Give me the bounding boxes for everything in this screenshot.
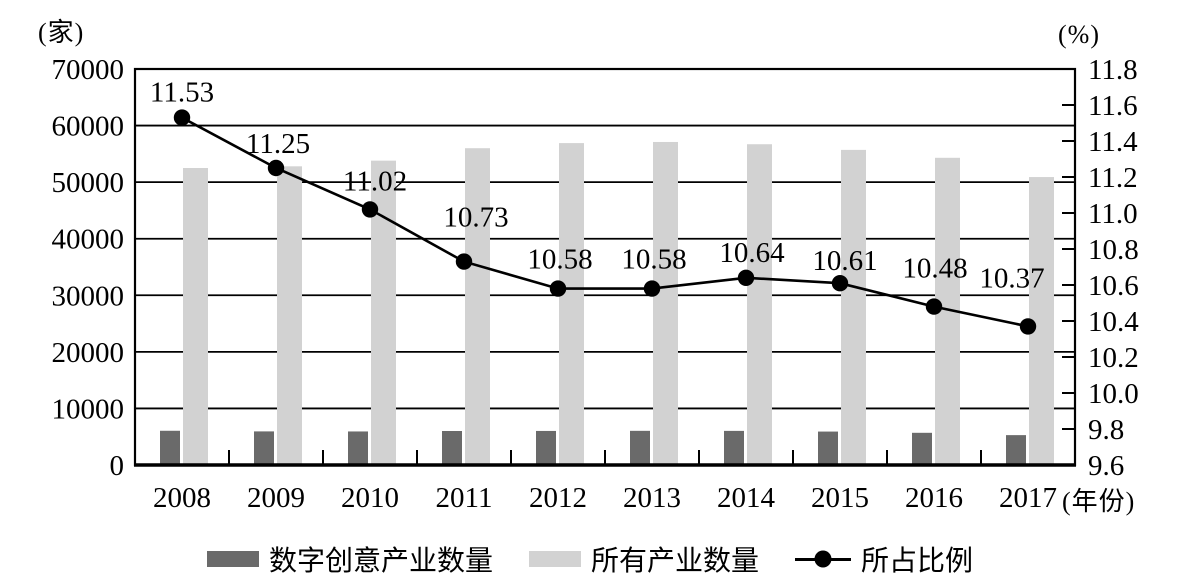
x-axis-year-label: 2009: [247, 482, 305, 514]
left-axis-tick-label: 60000: [52, 111, 125, 143]
right-axis-tick-label: 10.0: [1088, 378, 1139, 410]
ratio-data-label: 11.25: [246, 128, 310, 160]
bar-all-2014: [747, 144, 772, 466]
right-axis-tick-label: 10.6: [1088, 270, 1139, 302]
bar-digital-2012: [536, 430, 556, 465]
ratio-dot-2013: [643, 280, 661, 297]
left-axis-tick-label: 40000: [52, 224, 125, 256]
right-axis-tick-label: 11.6: [1088, 90, 1138, 122]
ratio-dot-2011: [455, 253, 473, 270]
dark-bar-swatch-icon: [206, 551, 259, 567]
legend-label: 所有产业数量: [590, 546, 759, 577]
light-bar-swatch-icon: [528, 551, 581, 567]
bar-all-2008: [183, 168, 208, 465]
left-axis-tick-label: 30000: [52, 280, 125, 312]
line-dot-marker-icon: [795, 557, 851, 561]
bar-all-2012: [559, 143, 584, 465]
ratio-dot-2008: [173, 109, 191, 126]
left-axis-tick-label: 20000: [52, 337, 125, 369]
right-axis-tick-label: 10.8: [1088, 234, 1139, 266]
ratio-dot-2012: [549, 280, 567, 297]
ratio-data-label: 10.61: [812, 245, 877, 277]
ratio-data-label: 10.48: [902, 253, 967, 285]
x-axis-year-label: 2010: [341, 482, 399, 514]
left-axis-tick-label: 70000: [52, 54, 125, 86]
ratio-line: [181, 116, 1029, 328]
ratio-data-label: 11.53: [150, 77, 214, 109]
left-axis-tick-label: 0: [110, 450, 125, 482]
x-axis-unit-label: (年份): [1062, 487, 1136, 516]
bar-all-2015: [841, 149, 866, 465]
bar-digital-2008: [160, 430, 180, 465]
ratio-dot-2009: [267, 159, 285, 177]
left-axis-tick-label: 10000: [52, 393, 125, 425]
ratio-dot-2015: [831, 275, 849, 292]
chart-legend: 数字创意产业数量 所有产业数量 所占比例: [0, 539, 1180, 579]
left-axis-unit-label: (家): [38, 18, 85, 47]
legend-item-ratio: 所占比例: [795, 539, 973, 579]
ratio-data-label: 10.58: [621, 244, 686, 276]
x-axis-year-label: 2008: [153, 482, 211, 514]
right-axis-tick-label: 11.8: [1088, 54, 1138, 86]
right-axis-tick-label: 10.2: [1088, 342, 1139, 374]
x-axis-year-label: 2016: [905, 482, 963, 514]
x-axis-year-label: 2011: [436, 482, 493, 514]
bar-digital-2017: [1006, 435, 1026, 465]
ratio-dot-2010: [361, 201, 379, 218]
bar-all-2011: [465, 148, 490, 465]
legend-item-all-industry: 所有产业数量: [528, 539, 759, 579]
legend-label: 数字创意产业数量: [268, 546, 493, 577]
ratio-data-label: 10.64: [719, 237, 785, 269]
x-axis-year-label: 2014: [717, 482, 776, 514]
right-axis-tick-label: 9.8: [1088, 414, 1124, 446]
ratio-data-label: 10.73: [443, 202, 508, 234]
right-axis-tick-label: 11.4: [1088, 126, 1138, 158]
bar-digital-2014: [724, 430, 744, 465]
x-axis-year-label: 2013: [623, 482, 681, 514]
right-axis-unit-label: (%): [1058, 20, 1100, 49]
bar-digital-2015: [818, 431, 838, 465]
bar-digital-2016: [912, 432, 932, 465]
ratio-data-label: 10.58: [527, 244, 592, 276]
legend-item-digital-industry: 数字创意产业数量: [206, 539, 493, 579]
right-axis-tick-label: 10.4: [1088, 306, 1139, 338]
right-axis-tick-label: 11.2: [1088, 162, 1138, 194]
bar-digital-2010: [348, 431, 368, 465]
ratio-dot-2017: [1019, 318, 1037, 335]
bar-all-2009: [277, 166, 302, 465]
bar-digital-2009: [254, 431, 274, 465]
x-axis-year-label: 2017: [999, 482, 1057, 514]
left-axis-tick-label: 50000: [52, 167, 125, 199]
bar-digital-2013: [630, 430, 650, 465]
x-axis-year-label: 2015: [811, 482, 869, 514]
right-axis-tick-label: 9.6: [1088, 450, 1124, 482]
right-axis-tick-label: 11.0: [1088, 198, 1138, 230]
bar-all-2013: [653, 141, 678, 465]
ratio-data-label: 11.02: [343, 165, 407, 197]
legend-label: 所占比例: [861, 546, 974, 577]
ratio-data-label: 10.37: [979, 262, 1044, 294]
ratio-dot-2016: [925, 298, 943, 315]
x-axis-year-label: 2012: [529, 482, 587, 514]
ratio-dot-2014: [737, 269, 755, 286]
bar-digital-2011: [442, 431, 462, 465]
